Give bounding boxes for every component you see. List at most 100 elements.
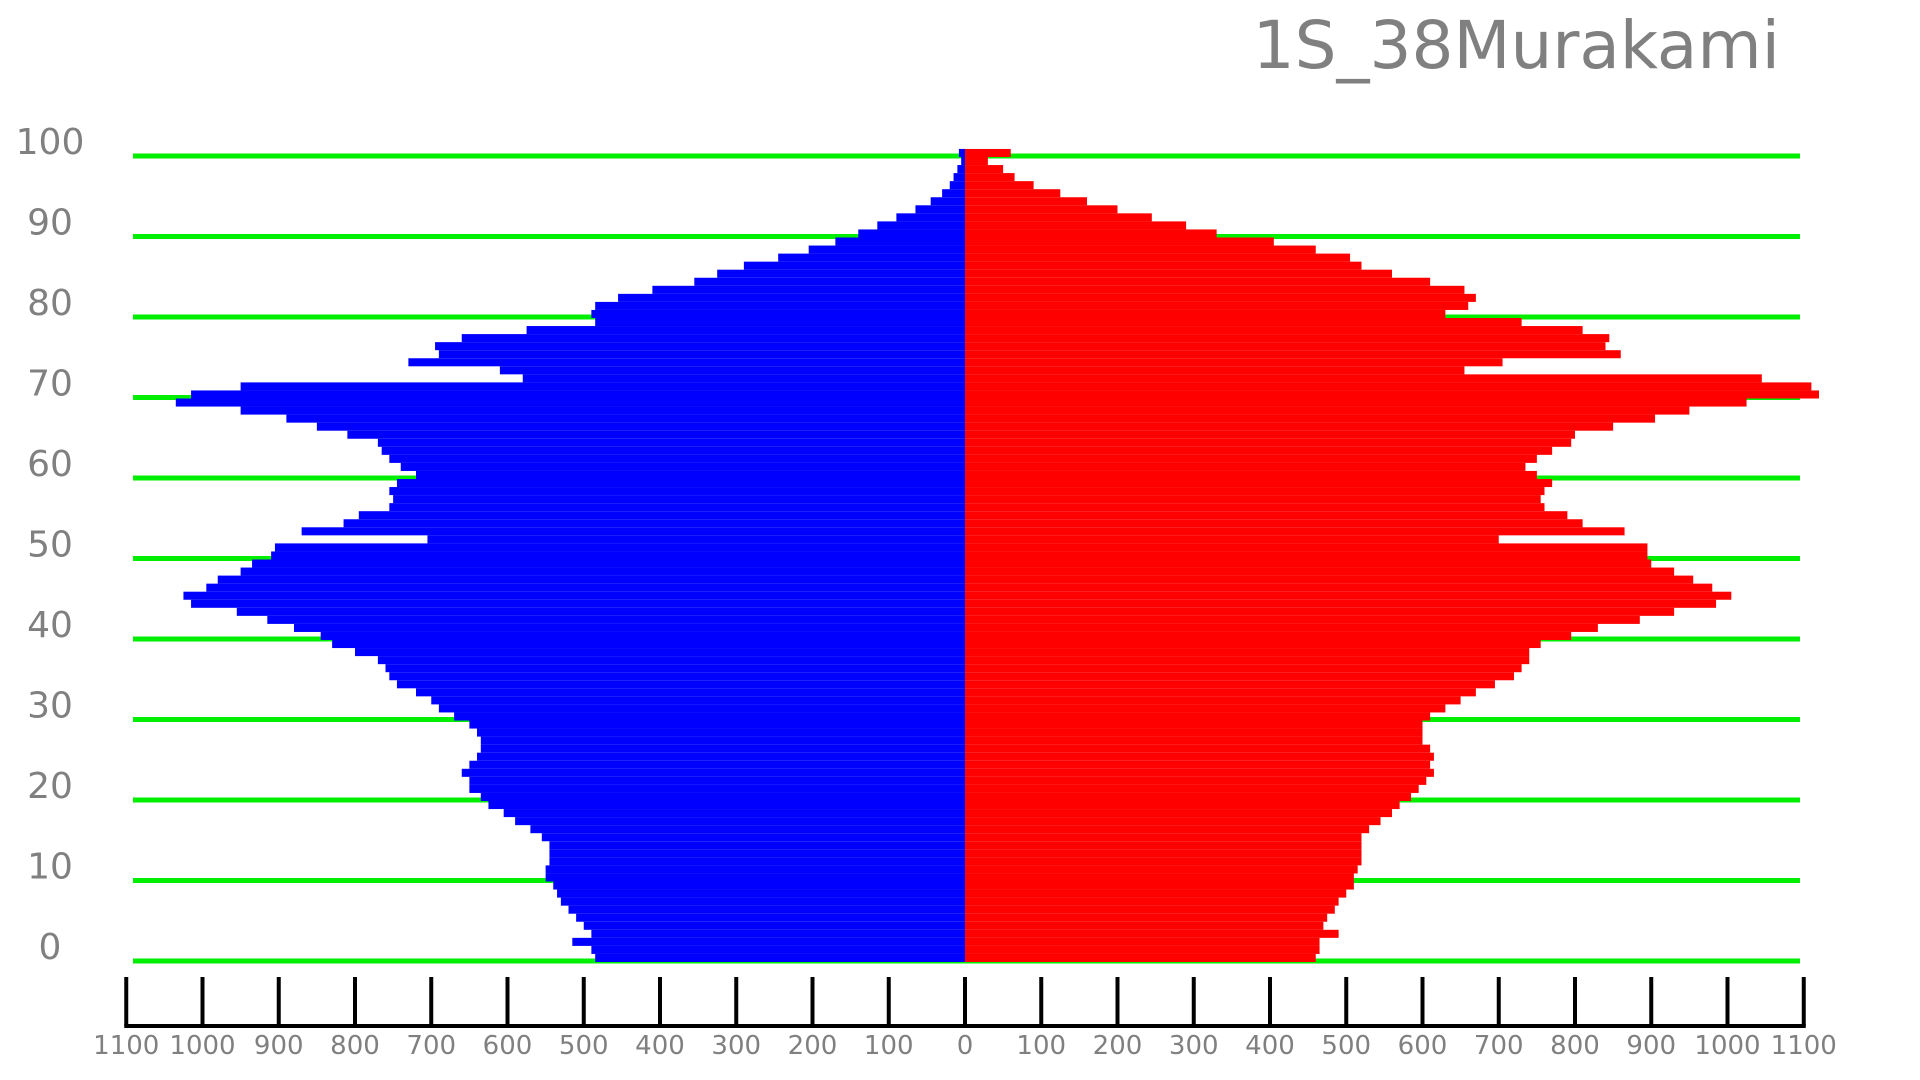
x-tick-label: 400 [635,1031,685,1061]
left-bar [957,165,965,174]
x-tick-label: 200 [788,1031,838,1061]
left-bar [591,945,965,954]
age-tick-label: 100 [16,122,85,163]
x-tick-label: 100 [864,1031,914,1061]
left-bar [240,382,965,391]
right-bar [965,535,1499,544]
right-bar [965,551,1648,560]
left-bar [652,285,965,294]
right-bar [965,406,1690,415]
left-bar [480,792,965,801]
right-bar [965,382,1812,391]
right-bar [965,197,1087,206]
left-bar [431,696,965,705]
left-bar [206,583,965,592]
left-series-bars [175,148,965,962]
right-bar [965,728,1423,737]
right-bar [965,704,1446,713]
right-bar [965,905,1335,914]
right-bar [965,237,1274,246]
right-bar [965,173,1015,182]
left-bar [568,905,965,914]
left-bar [583,921,965,930]
left-bar [183,591,965,600]
left-bar [835,237,965,246]
left-bar [191,390,965,399]
right-bar [965,390,1819,399]
left-bar [545,865,965,874]
left-bar [396,479,965,488]
right-bar [965,318,1522,327]
left-bar [389,503,965,512]
left-bar [438,704,965,713]
left-bar [591,929,965,938]
right-bar [965,334,1610,343]
x-tick-label: 900 [254,1031,304,1061]
age-tick-label: 20 [27,766,73,807]
left-bar [389,454,965,463]
age-tick-label: 0 [39,927,62,968]
right-bar [965,527,1625,536]
right-bar [965,744,1431,753]
right-bar [965,350,1621,359]
left-bar [175,398,965,407]
right-bar [965,913,1328,922]
left-bar [271,551,965,560]
right-bar [965,245,1316,254]
right-bar [965,752,1434,761]
right-bar [965,205,1118,214]
right-bar [965,631,1572,640]
left-bar [499,366,965,375]
right-bar [965,712,1431,721]
x-tick-label: 600 [483,1031,533,1061]
left-bar [522,374,965,383]
left-bar [717,269,965,278]
right-bar [965,165,1004,174]
right-bar [965,825,1370,834]
x-tick-label: 300 [1169,1031,1219,1061]
right-bar [965,841,1362,850]
right-bar [965,720,1423,729]
right-bar [965,583,1713,592]
right-bar [965,873,1354,882]
right-bar [965,229,1217,238]
x-tick-label: 800 [330,1031,380,1061]
left-bar [953,173,965,182]
left-bar [557,889,965,898]
right-bar [965,672,1514,681]
right-bar [965,776,1427,785]
left-bar [320,631,965,640]
right-bar [965,454,1537,463]
left-bar [808,245,965,254]
left-bar [469,784,965,793]
left-bar [396,680,965,689]
left-bar [301,527,965,536]
right-bar [965,680,1495,689]
right-bar [965,809,1392,818]
right-bar [965,945,1320,954]
left-bar [778,253,965,262]
right-bar [965,760,1431,769]
right-bar [965,736,1423,745]
left-bar [377,438,965,447]
x-tick-label: 0 [957,1031,974,1061]
left-bar [385,664,965,673]
left-bar [316,422,965,431]
left-bar [560,897,965,906]
right-bar [965,470,1537,479]
right-bar [965,148,1011,157]
right-bar [965,849,1362,858]
right-bar [965,374,1762,383]
right-bar [965,881,1354,890]
x-tick-label: 100 [1016,1031,1066,1061]
right-bar [965,640,1541,649]
left-bar [530,825,965,834]
x-tick-label: 800 [1550,1031,1600,1061]
right-bar [965,277,1431,286]
left-bar [549,857,965,866]
left-bar [949,181,965,190]
left-bar [393,495,965,504]
right-bar [965,511,1568,520]
right-bar [965,430,1575,439]
right-bar [965,309,1446,318]
